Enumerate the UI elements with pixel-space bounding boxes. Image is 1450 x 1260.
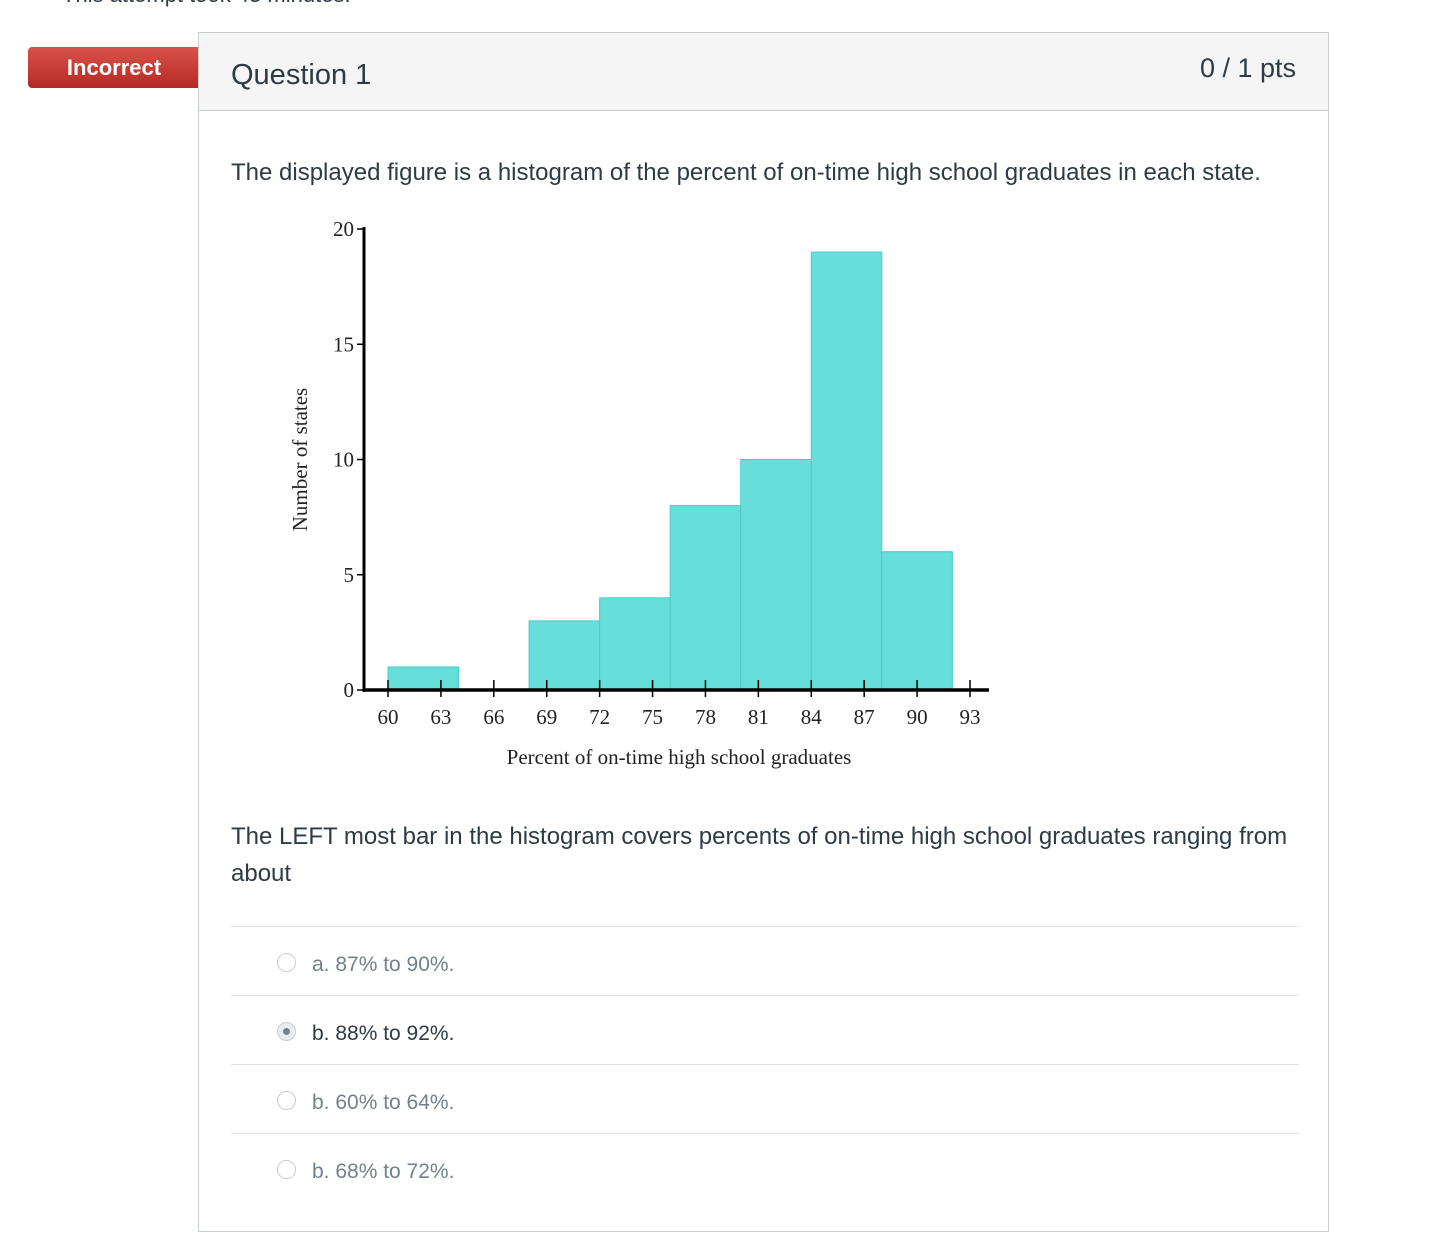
histogram-bar — [599, 597, 671, 691]
y-axis-title: Number of states — [288, 388, 312, 531]
x-tick-label: 84 — [801, 705, 823, 729]
x-tick-label: 66 — [483, 705, 504, 729]
answer-label: a. 87% to 90%. — [312, 953, 455, 976]
question-points: 0 / 1 pts — [1199, 53, 1296, 83]
x-tick-label: 72 — [589, 705, 610, 729]
x-tick-label: 75 — [642, 705, 663, 729]
answer-option[interactable]: b. 88% to 92%. — [231, 995, 1299, 1064]
answer-radio[interactable] — [277, 1160, 296, 1179]
histogram-bar — [387, 666, 460, 691]
answer-label: b. 68% to 72%. — [312, 1160, 455, 1183]
answer-list: a. 87% to 90%. b. 88% to 92%. b. 60% to 64… — [231, 926, 1299, 1202]
answer-label: b. 88% to 92%. — [312, 1022, 455, 1045]
answer-label: b. 60% to 64%. — [312, 1091, 455, 1114]
question-card: Question 1 0 / 1 pts The displayed figur… — [198, 32, 1329, 1232]
attempt-note: This attempt took 45 minutes. — [62, 0, 351, 8]
x-tick-label: 60 — [378, 705, 399, 729]
histogram-bar — [881, 551, 953, 691]
x-tick-label: 63 — [430, 705, 451, 729]
histogram-bar — [810, 251, 883, 691]
answer-radio[interactable] — [277, 1022, 296, 1041]
answer-option[interactable]: a. 87% to 90%. — [231, 926, 1299, 995]
x-tick-label: 81 — [748, 705, 769, 729]
histogram-bar — [528, 620, 601, 691]
histogram-bar — [669, 505, 742, 691]
incorrect-flag-label: Incorrect — [66, 54, 162, 80]
y-tick-label: 10 — [333, 448, 354, 472]
x-tick-label: 78 — [695, 705, 716, 729]
x-tick-label: 69 — [536, 705, 557, 729]
y-tick-label: 15 — [333, 332, 354, 356]
answer-option[interactable]: b. 68% to 72%. — [231, 1133, 1299, 1202]
y-tick-label: 0 — [344, 678, 355, 702]
question-header: Question 1 0 / 1 pts — [199, 33, 1328, 111]
question-followup: The LEFT most bar in the histogram cover… — [231, 823, 1288, 887]
y-tick-label: 20 — [333, 217, 354, 241]
answer-radio[interactable] — [277, 953, 296, 972]
y-tick-label: 5 — [344, 563, 355, 587]
x-tick-label: 90 — [907, 705, 928, 729]
histogram-chart: 0 5 10 15 20 60 63 66 69 72 75 78 81 84 87 90 93 Percent … — [288, 217, 989, 769]
incorrect-flag: Incorrect — [28, 47, 222, 88]
answer-radio[interactable] — [277, 1091, 296, 1110]
question-title: Question 1 — [231, 59, 372, 91]
x-tick-label: 87 — [854, 705, 875, 729]
x-tick-label: 93 — [960, 705, 981, 729]
question-prompt: The displayed figure is a histogram of t… — [231, 159, 1261, 186]
x-axis-title: Percent of on-time high school graduates — [507, 745, 852, 769]
histogram-bar — [740, 459, 812, 691]
answer-option[interactable]: b. 60% to 64%. — [231, 1064, 1299, 1133]
